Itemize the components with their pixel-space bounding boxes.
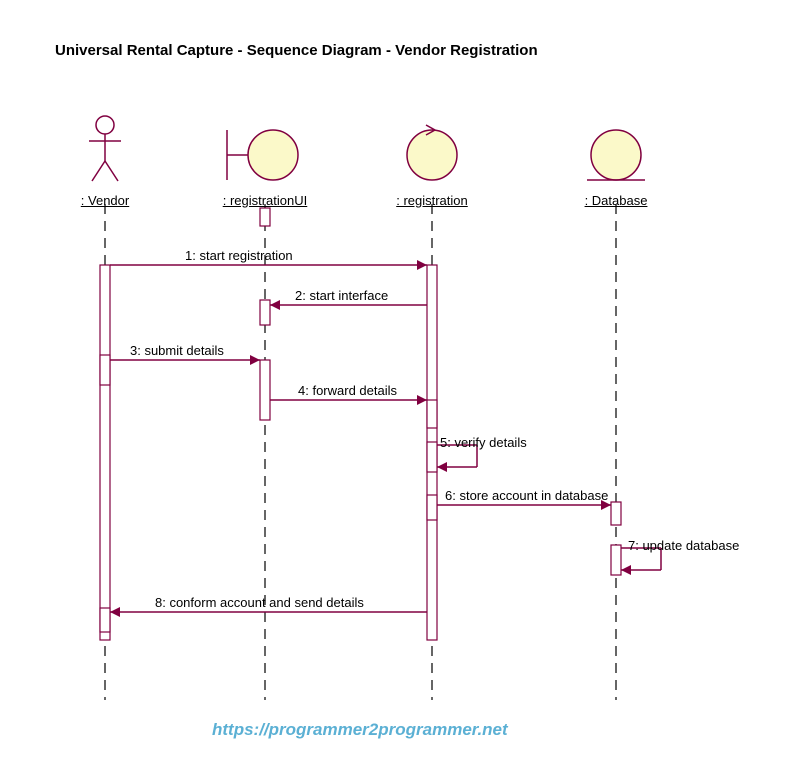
lifeline-label: : Vendor bbox=[45, 193, 165, 208]
message-label: 3: submit details bbox=[130, 343, 224, 358]
message-label: 2: start interface bbox=[295, 288, 388, 303]
message-label: 6: store account in database bbox=[445, 488, 608, 503]
message-label: 4: forward details bbox=[298, 383, 397, 398]
message-label: 1: start registration bbox=[185, 248, 293, 263]
lifeline-label: : registration bbox=[372, 193, 492, 208]
lifeline-label: : registrationUI bbox=[205, 193, 325, 208]
message-label: 8: conform account and send details bbox=[155, 595, 364, 610]
message-label: 7: update database bbox=[628, 538, 739, 553]
sequence-diagram: Universal Rental Capture - Sequence Diag… bbox=[0, 0, 786, 780]
watermark-link: https://programmer2programmer.net bbox=[212, 720, 508, 740]
message-label: 5: verify details bbox=[440, 435, 527, 450]
lifeline-label: : Database bbox=[556, 193, 676, 208]
